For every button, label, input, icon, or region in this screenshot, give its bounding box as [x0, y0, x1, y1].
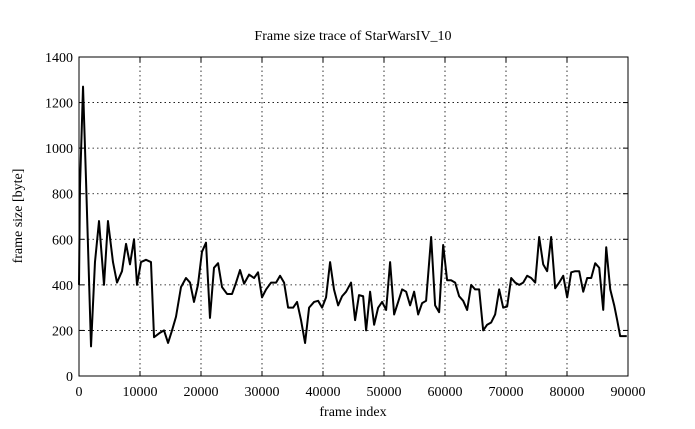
x-tick-label: 0: [76, 385, 83, 400]
x-tick-label: 30000: [245, 385, 280, 400]
y-tick-label: 0: [66, 370, 73, 385]
x-tick-label: 90000: [611, 385, 646, 400]
x-tick-label: 80000: [550, 385, 585, 400]
plot-frame: [78, 56, 629, 377]
x-tick-label: 60000: [428, 385, 463, 400]
x-tick-label: 40000: [306, 385, 341, 400]
y-tick-label: 1200: [45, 97, 73, 112]
y-tick-label: 400: [52, 279, 73, 294]
y-tick-label: 600: [52, 233, 73, 248]
y-tick-label: 200: [52, 324, 73, 339]
data-line: [78, 85, 627, 348]
x-axis-label: frame index: [319, 405, 386, 420]
y-axis-label: frame size [byte]: [11, 169, 26, 264]
x-tick-label: 50000: [367, 385, 402, 400]
y-tick-label: 800: [52, 188, 73, 203]
x-tick-label: 20000: [184, 385, 219, 400]
y-tick-label: 1000: [45, 142, 73, 157]
chart-title: Frame size trace of StarWarsIV_10: [254, 29, 451, 44]
x-tick-label: 10000: [123, 385, 158, 400]
y-tick-label: 1400: [45, 51, 73, 66]
x-tick-label: 70000: [489, 385, 524, 400]
